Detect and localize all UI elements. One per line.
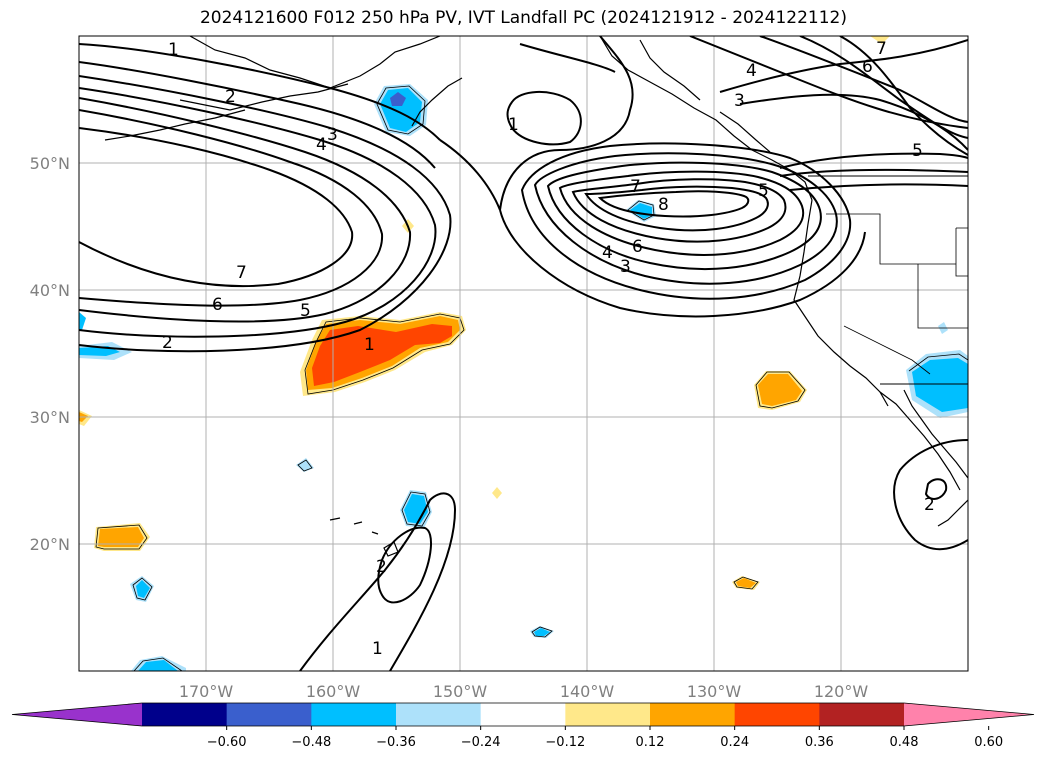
colorbar-tick-label: 0.12 — [636, 735, 665, 750]
contour-label-1: 1 — [168, 40, 179, 60]
negative-anomaly-patch — [136, 580, 150, 598]
contour-label-3: 3 — [734, 91, 745, 111]
colorbar-tick-label: −0.36 — [376, 735, 416, 750]
colorbar-tick-label: −0.60 — [207, 735, 247, 750]
map-area — [79, 36, 968, 671]
colorbar-tick-label: −0.12 — [545, 735, 585, 750]
lat-label: 40°N — [30, 281, 70, 300]
contour-label-4: 4 — [746, 61, 757, 81]
colorbar-tick-label: 0.36 — [805, 735, 834, 750]
contour-label-3: 3 — [327, 125, 338, 145]
negative-anomaly-patch — [912, 358, 968, 412]
colorbar-segment — [650, 703, 736, 726]
contour-label-4: 4 — [316, 135, 327, 155]
contour-label-3: 3 — [620, 257, 631, 277]
contour-label-2: 2 — [225, 87, 236, 107]
colorbar-outline — [11, 702, 1035, 727]
positive-anomaly-patch — [98, 527, 144, 547]
colorbar-segment — [480, 703, 566, 726]
map-title: 2024121600 F012 250 hPa PV, IVT Landfall… — [199, 8, 847, 28]
longitude-labels: 170°W 160°W 150°W 140°W 130°W 120°W — [179, 682, 869, 701]
lat-label: 30°N — [30, 408, 70, 427]
contour-label-1: 1 — [364, 335, 375, 355]
negative-anomaly-patch — [390, 92, 406, 106]
colorbar-tick-label: −0.48 — [291, 735, 331, 750]
contour-label-7: 7 — [236, 263, 247, 283]
colorbar: −0.60 −0.48 −0.36 −0.24 −0.12 0.12 0.24 0.36 0.4… — [11, 702, 1035, 750]
contour-label-6: 6 — [212, 295, 223, 315]
contour-label-7: 7 — [876, 39, 887, 59]
contour-label-1: 1 — [372, 639, 383, 659]
shaded-anomalies — [79, 36, 968, 671]
colorbar-extend-min — [12, 703, 142, 726]
negative-anomaly-patch — [138, 660, 178, 671]
contour-label-2: 2 — [162, 333, 173, 353]
contour-label-1: 1 — [508, 115, 519, 135]
negative-anomaly-patch — [296, 458, 314, 472]
colorbar-segment — [142, 703, 228, 726]
contour-label-6: 6 — [632, 237, 643, 257]
lon-label: 140°W — [560, 682, 615, 701]
map-border — [78, 35, 969, 672]
colorbar-segment — [819, 703, 905, 726]
colorbar-segment — [311, 703, 397, 726]
contour-label-7: 7 — [630, 177, 641, 197]
lon-label: 120°W — [814, 682, 869, 701]
colorbar-tick-label: 0.60 — [974, 735, 1003, 750]
colorbar-segment — [226, 703, 312, 726]
contour-label-2: 2 — [376, 557, 387, 577]
colorbar-extend-max — [904, 703, 1034, 726]
colorbar-tick-label: 0.48 — [890, 735, 919, 750]
colorbar-segment — [396, 703, 482, 726]
latitude-labels: 50°N 40°N 30°N 20°N — [30, 154, 70, 554]
colorbar-tick-label: −0.24 — [461, 735, 501, 750]
colorbar-tick-label: 0.24 — [720, 735, 749, 750]
negative-anomaly-patch — [534, 628, 550, 636]
positive-anomaly-patch — [492, 487, 502, 499]
positive-anomaly-patch — [870, 36, 890, 44]
lat-label: 20°N — [30, 535, 70, 554]
positive-anomaly-patch — [758, 374, 802, 406]
contour-label-4: 4 — [602, 243, 613, 263]
lon-label: 170°W — [179, 682, 234, 701]
positive-anomaly-patch — [736, 578, 756, 588]
lat-label: 50°N — [30, 154, 70, 173]
contour-labels: 1 2 3 4 7 6 5 2 1 1 7 8 6 4 3 5 4 3 6 7 … — [162, 39, 935, 659]
lon-label: 150°W — [433, 682, 488, 701]
contour-label-8: 8 — [658, 195, 669, 215]
contour-label-5: 5 — [758, 181, 769, 201]
negative-anomaly-patch — [79, 312, 86, 330]
lon-label: 160°W — [306, 682, 361, 701]
positive-anomaly-patch — [312, 324, 452, 386]
contour-label-2: 2 — [924, 495, 935, 515]
pv-contours — [79, 36, 968, 671]
lon-label: 130°W — [687, 682, 742, 701]
graticule — [79, 36, 968, 671]
contour-label-6: 6 — [862, 57, 873, 77]
colorbar-segment — [734, 703, 820, 726]
contour-label-5: 5 — [300, 301, 311, 321]
contour-label-5: 5 — [912, 141, 923, 161]
colorbar-segment — [565, 703, 651, 726]
